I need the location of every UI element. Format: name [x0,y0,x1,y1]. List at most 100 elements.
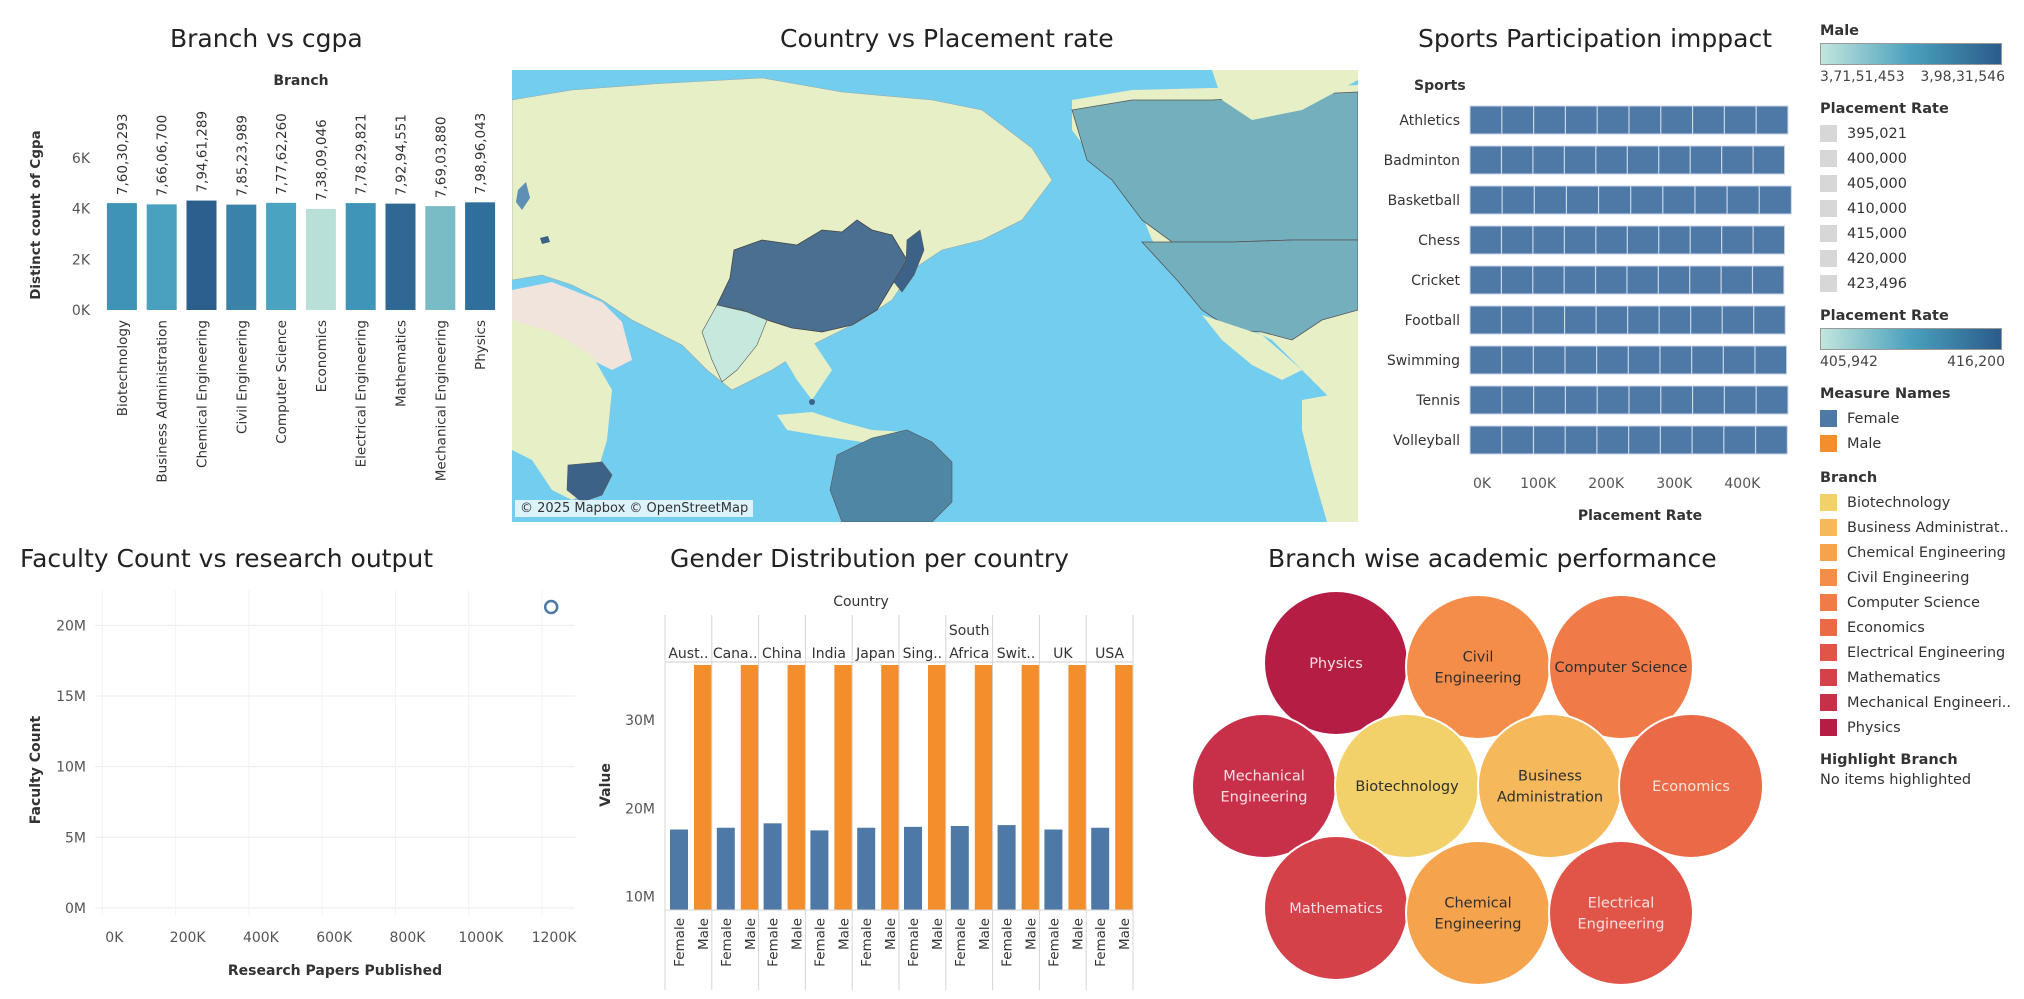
measure-legend-title: Measure Names [1820,386,1951,402]
highlight-status[interactable]: No items highlighted [1820,772,1972,788]
measure-legend-item[interactable]: Male [1820,431,2020,456]
legend-swatch [1820,494,1837,511]
australia[interactable] [829,429,953,523]
cgpa-bar[interactable] [266,202,297,310]
cgpa-data-label: 7,66,06,700 [155,115,171,197]
placement-legend-item[interactable]: 420,000 [1820,246,2020,271]
male-bar[interactable] [974,665,993,910]
female-bar[interactable] [763,823,782,910]
branch-legend-item[interactable]: Civil Engineering [1820,565,2020,590]
africa-land [512,320,612,500]
cgpa-bar[interactable] [226,204,257,310]
legend-swatch [1820,250,1837,267]
placement-legend-item[interactable]: 415,000 [1820,221,2020,246]
female-bar[interactable] [904,826,922,910]
male-bar[interactable] [834,665,853,910]
female-bar[interactable] [1091,827,1110,910]
male-bar[interactable] [1068,665,1087,910]
gender-sublabel: Male [743,918,759,950]
gender-sublabel: Female [1000,918,1016,967]
cgpa-bar[interactable] [345,203,376,310]
uk[interactable] [516,182,530,210]
female-bar[interactable] [950,825,969,910]
cgpa-bar[interactable] [385,203,416,310]
female-bar[interactable] [810,830,829,910]
female-bar[interactable] [1044,829,1063,910]
branch-legend-item[interactable]: Computer Science [1820,590,2020,615]
faculty-axis-title: Faculty Count [28,715,44,824]
cgpa-data-label: 7,38,09,046 [314,119,330,201]
singapore[interactable] [809,399,815,405]
bubble-label: Mechanical [1223,769,1305,785]
branch-legend-item[interactable]: Biotechnology [1820,490,2020,515]
placement-ramp-labels: 405,942 416,200 [1820,354,2005,370]
legend-swatch [1820,225,1837,242]
cgpa-bar[interactable] [465,202,496,310]
faculty-x-tick-label: 1200K [532,930,578,946]
legend-panel: Male 3,71,51,453 3,98,31,546 Placement R… [1820,20,2020,788]
cgpa-bar[interactable] [106,203,137,310]
male-bar[interactable] [881,665,900,910]
bubble-label: Engineering [1435,671,1522,687]
south-america [1302,390,1358,522]
male-bar[interactable] [1021,665,1040,910]
female-bar[interactable] [997,825,1016,910]
bubble-electrical-engineering[interactable] [1548,840,1694,986]
placement-legend-item[interactable]: 405,000 [1820,171,2020,196]
legend-swatch [1820,669,1837,686]
japan[interactable] [893,229,925,293]
branch-legend-item[interactable]: Economics [1820,615,2020,640]
sport-label: Volleyball [1393,433,1460,449]
placement-legend-item[interactable]: 410,000 [1820,196,2020,221]
bubble-label: Mathematics [1289,901,1382,917]
branch-tick-label: Business Administration [155,320,171,483]
male-bar[interactable] [787,665,806,910]
legend-swatch [1820,569,1837,586]
china[interactable] [716,219,908,333]
highlight-title: Highlight Branch [1820,752,1958,768]
male-legend-title: Male [1820,23,1860,39]
switzerland[interactable] [540,236,550,244]
male-bar[interactable] [740,665,759,910]
female-bar[interactable] [857,827,876,910]
placement-legend-item[interactable]: 395,021 [1820,121,2020,146]
female-bar[interactable] [670,829,688,910]
usa[interactable] [1141,239,1359,341]
placement-map[interactable] [511,70,1359,523]
male-color-ramp[interactable] [1820,43,2002,65]
cgpa-bar[interactable] [146,204,177,310]
placement-legend-item[interactable]: 400,000 [1820,146,2020,171]
branch-legend-item[interactable]: Mathematics [1820,665,2020,690]
country-label: Japan [855,646,895,662]
gender-sublabel: Female [953,918,969,967]
bubble-business-administration[interactable] [1477,713,1623,859]
cgpa-bar[interactable] [425,206,456,310]
country-label: China [762,646,802,662]
bubble-chemical-engineering[interactable] [1405,840,1551,986]
branch-legend-item[interactable]: Electrical Engineering [1820,640,2020,665]
sport-label: Swimming [1387,353,1460,369]
female-bar[interactable] [716,827,735,910]
branch-legend-item[interactable]: Physics [1820,715,2020,740]
gender-chart: Country Value 10M 20M 30M Aust.. Female Male Can… [598,594,1134,990]
branch-legend-item[interactable]: Business Administrat.. [1820,515,2020,540]
cgpa-bar[interactable] [305,208,336,310]
bubble-mechanical-engineering[interactable] [1191,713,1337,859]
branch-tick-label: Mechanical Engineering [433,320,449,481]
male-bar[interactable] [1115,665,1134,910]
map-attribution[interactable]: © 2025 Mapbox © OpenStreetMap [515,500,754,517]
cgpa-bar[interactable] [186,200,217,310]
india[interactable] [701,304,768,383]
measure-legend-item[interactable]: Female [1820,406,2020,431]
male-bar[interactable] [694,665,712,910]
bubble-computer-science[interactable] [1548,594,1694,740]
faculty-point[interactable] [543,599,559,615]
cgpa-data-label: 7,92,94,551 [394,114,410,196]
legend-label: 405,000 [1847,175,1907,192]
bubble-economics[interactable] [1618,713,1764,859]
placement-color-ramp[interactable] [1820,328,2002,350]
male-bar[interactable] [928,665,946,910]
branch-legend-item[interactable]: Chemical Engineering [1820,540,2020,565]
placement-legend-item[interactable]: 423,496 [1820,271,2020,296]
branch-legend-item[interactable]: Mechanical Engineeri.. [1820,690,2020,715]
